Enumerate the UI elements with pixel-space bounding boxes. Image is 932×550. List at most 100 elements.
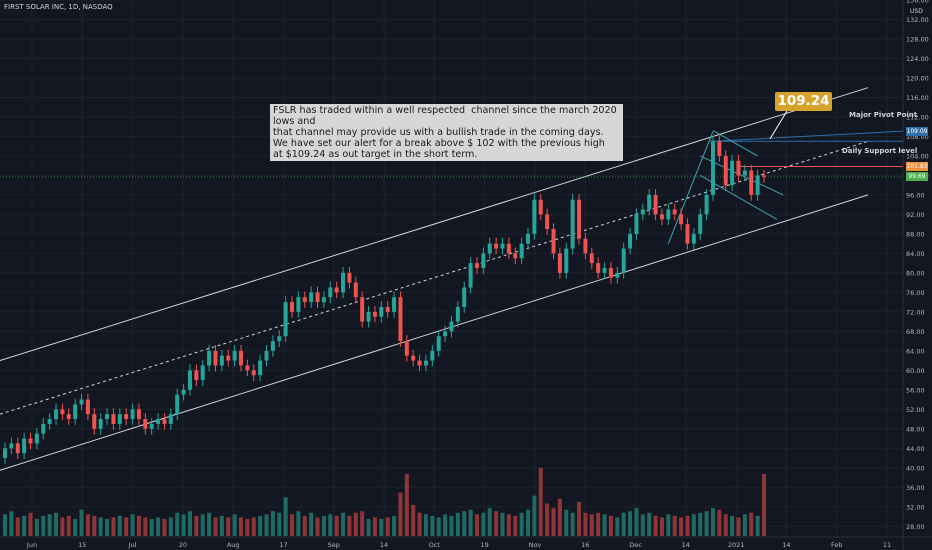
candle-body	[66, 414, 71, 420]
candle-body	[455, 306, 460, 322]
volume-bar	[602, 514, 607, 536]
volume-bar	[583, 512, 588, 536]
volume-bar	[519, 512, 524, 536]
volume-bar	[608, 515, 613, 536]
volume-bar	[270, 511, 275, 536]
volume-bar	[538, 467, 543, 536]
volume-bar	[143, 517, 148, 536]
volume-bar	[557, 498, 562, 536]
volume-bar	[500, 512, 505, 536]
x-tick-label: 2021	[728, 541, 745, 549]
x-tick-label: 11	[883, 541, 891, 549]
y-tick-label: 76.00	[906, 289, 925, 297]
volume-bar	[666, 514, 671, 536]
candle-body	[347, 272, 352, 283]
volume-bar	[545, 503, 550, 536]
candle-body	[723, 155, 728, 186]
candle-body	[526, 233, 531, 244]
volume-bar	[762, 474, 766, 536]
candle-body	[9, 443, 14, 449]
candle-body	[309, 292, 314, 303]
x-tick-label: Sep	[328, 541, 340, 549]
volume-bar	[417, 512, 422, 536]
candle-body	[685, 224, 690, 244]
y-tick-label: 124.00	[906, 55, 929, 63]
volume-bar	[66, 515, 71, 536]
candle-body	[755, 175, 760, 195]
volume-bar	[755, 515, 760, 536]
candle-body	[436, 336, 441, 351]
candle-body	[175, 394, 180, 415]
volume-bar	[494, 511, 499, 536]
y-tick-label: 80.00	[906, 269, 925, 277]
symbol-title: FIRST SOLAR INC, 1D, NASDAQ	[4, 3, 113, 11]
candle-body	[691, 233, 696, 244]
wedge-line	[712, 130, 758, 157]
candle-body	[111, 414, 116, 424]
target-callout: 109.24	[775, 92, 832, 111]
volume-bar	[3, 514, 7, 536]
volume-bar	[551, 508, 556, 536]
x-tick-label: Jul	[128, 541, 137, 549]
candle-body	[583, 238, 588, 254]
candle-body	[328, 287, 333, 298]
volume-bar	[589, 514, 594, 536]
volume-bar	[124, 517, 129, 536]
y-tick-label: 96.00	[906, 191, 925, 199]
volume-bar	[436, 517, 441, 536]
candle-body	[551, 229, 556, 254]
candle-body	[149, 423, 154, 429]
candle-body	[704, 194, 709, 215]
volume-bar	[353, 512, 358, 536]
candle-body	[245, 365, 250, 371]
x-tick-label: Aug	[227, 541, 240, 549]
volume-bar	[647, 512, 652, 536]
candle-body	[232, 350, 237, 361]
candle-body	[710, 141, 715, 195]
candle-body	[564, 248, 569, 273]
candle-body	[679, 214, 684, 225]
volume-bar	[232, 514, 237, 536]
volume-bar	[430, 515, 435, 536]
callout-connector	[769, 110, 788, 140]
candle-body	[353, 282, 358, 298]
volume-bar	[360, 511, 365, 536]
y-tick-label: 104.00	[906, 152, 929, 160]
candle-body	[79, 399, 84, 405]
candle-body	[136, 409, 141, 420]
volume-bar	[47, 514, 52, 536]
x-tick-label: 14	[380, 541, 388, 549]
candle-body	[162, 419, 167, 424]
volume-bar	[226, 517, 231, 536]
volume-bar	[366, 518, 371, 536]
y-tick-label: 92.00	[906, 211, 925, 219]
candle-body	[481, 253, 486, 268]
x-tick-label: Jun	[26, 541, 37, 549]
candle-body	[532, 199, 537, 234]
volume-bar	[372, 517, 377, 536]
candle-body	[474, 263, 479, 268]
volume-bar	[194, 515, 199, 536]
candle-body	[366, 311, 371, 322]
volume-bar	[487, 508, 492, 536]
volume-bar	[679, 517, 684, 536]
x-tick-label: Nov	[529, 541, 542, 549]
x-tick-label: Feb	[831, 541, 843, 549]
candle-body	[659, 214, 664, 220]
volume-bar	[328, 514, 333, 536]
volume-bar	[309, 512, 314, 536]
volume-bar	[423, 514, 428, 536]
volume-bar	[264, 514, 269, 536]
volume-bar	[570, 512, 575, 536]
y-tick-label: 84.00	[906, 250, 925, 258]
candle-body	[226, 355, 231, 361]
candle-body	[283, 302, 288, 337]
volume-bar	[468, 509, 473, 536]
x-tick-label: 17	[279, 541, 287, 549]
candle-body	[200, 365, 205, 381]
volume-bar	[258, 515, 263, 536]
candle-body	[570, 199, 575, 249]
candle-body	[213, 350, 218, 366]
candle-body	[379, 306, 384, 317]
